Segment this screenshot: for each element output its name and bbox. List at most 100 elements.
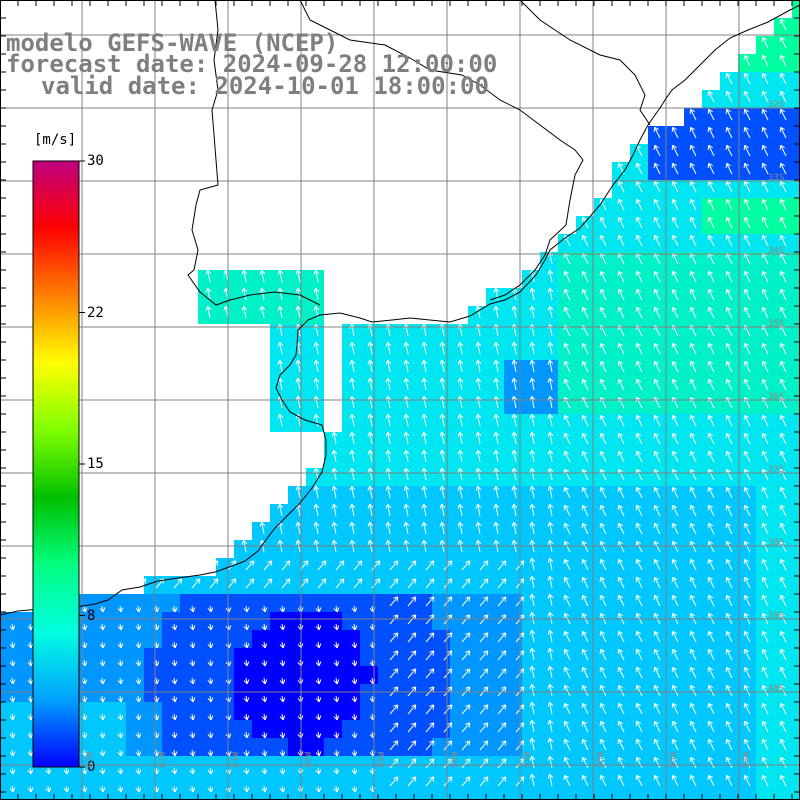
wind-arrow (581, 540, 589, 553)
wind-arrow (351, 785, 358, 793)
field-cell (684, 630, 702, 648)
wind-arrow (635, 486, 643, 499)
field-cell (126, 738, 144, 756)
field-cell (252, 684, 270, 702)
wind-arrow (599, 378, 607, 391)
field-cell (738, 180, 756, 198)
field-cell (540, 342, 558, 360)
field-cell (720, 234, 738, 252)
field-cell (342, 414, 360, 432)
field-cell (252, 558, 270, 576)
wind-arrow (135, 731, 142, 739)
field-cell (666, 612, 684, 630)
field-cell (540, 432, 558, 450)
field-cell (630, 288, 648, 306)
wind-arrow (599, 684, 607, 697)
field-cell (666, 306, 684, 324)
wind-arrow (671, 288, 679, 301)
field-cell (360, 720, 378, 738)
field-cell (198, 666, 216, 684)
wind-arrow (407, 740, 417, 751)
field-cell (630, 558, 648, 576)
field-cell (612, 378, 630, 396)
field-cell (198, 594, 216, 612)
field-cell (774, 432, 792, 450)
wind-arrow (385, 413, 392, 427)
wind-arrow (635, 576, 643, 589)
field-cell (396, 450, 414, 468)
field-cell (792, 180, 800, 198)
field-cell (738, 774, 756, 792)
wind-arrow (581, 702, 589, 715)
field-cell (450, 702, 468, 720)
wind-arrow (725, 702, 733, 715)
field-cell (756, 432, 774, 450)
field-cell (594, 702, 612, 720)
wind-arrow (153, 785, 160, 793)
wind-arrow (599, 594, 607, 607)
wind-arrow (349, 485, 356, 499)
field-cell (144, 702, 162, 720)
field-cell (630, 504, 648, 522)
field-cell (234, 648, 252, 666)
wind-arrow (171, 623, 178, 631)
wind-arrow (707, 306, 715, 319)
wind-arrow (779, 36, 787, 49)
wind-arrow (277, 413, 284, 427)
wind-arrow (243, 623, 250, 631)
field-cell (432, 774, 450, 792)
wind-arrow (403, 467, 410, 481)
wind-arrow (635, 630, 643, 643)
field-cell (774, 792, 792, 800)
field-cell (198, 270, 216, 288)
field-cell (522, 450, 540, 468)
field-cell (594, 252, 612, 270)
field-cell (450, 630, 468, 648)
wind-arrow (421, 485, 428, 499)
uruguay-outline (299, 0, 651, 301)
field-cell (648, 180, 666, 198)
wind-arrow (581, 432, 589, 445)
field-cell (576, 414, 594, 432)
wind-arrow (241, 521, 248, 535)
field-cell (774, 126, 792, 144)
field-cell (90, 630, 108, 648)
wind-arrow (407, 722, 417, 733)
field-cell (414, 666, 432, 684)
field-cell (216, 666, 234, 684)
wind-arrow (189, 677, 196, 685)
field-cell (720, 522, 738, 540)
wind-arrow (333, 641, 340, 649)
field-cell (612, 648, 630, 666)
field-cell (684, 648, 702, 666)
wind-arrow (689, 666, 697, 679)
wind-arrow (243, 695, 250, 703)
wind-arrow (99, 749, 106, 757)
wind-arrow (689, 720, 697, 733)
wind-arrow (653, 378, 661, 391)
field-cell (774, 288, 792, 306)
wind-arrow (707, 378, 715, 391)
field-cell (540, 504, 558, 522)
field-cell (540, 630, 558, 648)
wind-arrow (457, 485, 464, 499)
field-cell (270, 630, 288, 648)
wind-arrow (241, 269, 248, 283)
field-cell (306, 522, 324, 540)
field-cell (558, 504, 576, 522)
wind-arrow (653, 666, 661, 679)
wind-arrow (529, 503, 536, 517)
wind-arrow (529, 593, 536, 607)
field-cell (540, 594, 558, 612)
wind-arrow (761, 54, 769, 67)
wind-arrow (331, 467, 338, 481)
field-cell (738, 306, 756, 324)
wind-arrow (529, 359, 536, 373)
field-cell (792, 216, 800, 234)
field-cell (396, 612, 414, 630)
field-cell (270, 270, 288, 288)
field-cell (648, 720, 666, 738)
wind-arrow (529, 575, 536, 589)
field-cell (594, 594, 612, 612)
field-cell (306, 612, 324, 630)
